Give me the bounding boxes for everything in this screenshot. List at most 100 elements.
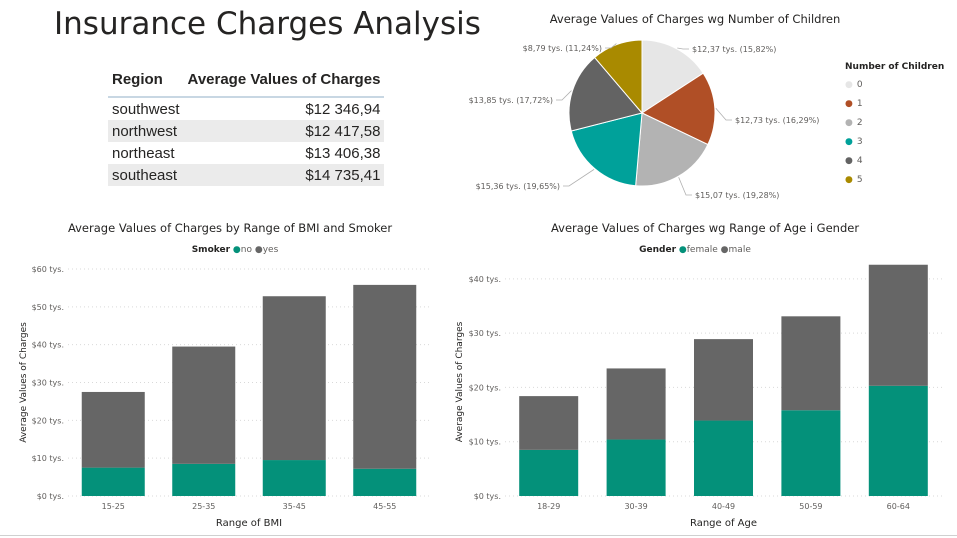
legend-item-no[interactable]: ●no [232, 245, 252, 255]
pie-leader-line [605, 43, 617, 49]
bar-male-30-39[interactable] [606, 368, 666, 440]
pie-legend-item-4[interactable]: ● 4 [845, 155, 955, 167]
x-tick-label: 35-45 [283, 502, 306, 511]
x-axis-title: Range of BMI [216, 518, 282, 529]
y-tick-label: $10 tys. [32, 454, 64, 463]
legend-item-yes[interactable]: ●yes [254, 245, 279, 255]
x-tick-label: 45-55 [373, 502, 396, 511]
x-tick-label: 50-59 [799, 502, 822, 511]
column-header-region[interactable]: Region [108, 66, 184, 98]
bar-female-18-29[interactable] [519, 449, 579, 496]
y-tick-label: $30 tys. [32, 379, 64, 388]
gender-legend-title: Gender [639, 245, 677, 255]
pie-data-label: $13,85 tys. (17,72%) [469, 96, 553, 105]
age-bar-chart[interactable]: $0 tys. $10 tys. $20 tys. $30 tys. $40 tys. 1… [445, 255, 950, 530]
bar-yes-15-25[interactable] [81, 391, 145, 468]
y-tick-label: $60 tys. [32, 265, 64, 274]
pie-leader-line [715, 107, 732, 121]
column-header-average-charges[interactable]: Average Values of Charges [183, 66, 385, 98]
x-tick-label: 18-29 [537, 502, 560, 511]
pie-leader-line [563, 169, 595, 187]
bar-yes-45-55[interactable] [353, 284, 417, 469]
table-row[interactable]: northeast $13 406,38 [108, 142, 384, 164]
bar-no-45-55[interactable] [353, 468, 417, 496]
charges-cell: $14 735,41 [183, 164, 385, 186]
y-axis-title: Average Values of Charges [455, 321, 465, 442]
pie-leader-line [678, 177, 692, 196]
bar-yes-35-45[interactable] [262, 296, 326, 461]
bmi-bar-chart[interactable]: $0 tys. $10 tys. $20 tys. $30 tys. $40 tys. $… [0, 255, 440, 530]
page-title: Insurance Charges Analysis [54, 6, 481, 42]
pie-legend: Number of Children ● 0 ● 1 ● 2 ● 3 ● 4 ● 5 [845, 62, 955, 186]
pie-chart-title: Average Values of Charges wg Number of C… [549, 12, 841, 26]
gender-legend: Gender ●female ●male [610, 245, 780, 255]
pie-legend-item-2[interactable]: ● 2 [845, 117, 955, 129]
region-cell: northwest [108, 120, 184, 142]
pie-data-label: $15,07 tys. (19,28%) [695, 191, 779, 200]
region-cell: southeast [108, 164, 184, 186]
pie-legend-item-3[interactable]: ● 3 [845, 136, 955, 148]
y-tick-label: $20 tys. [32, 416, 64, 425]
bar-female-40-49[interactable] [694, 420, 753, 496]
legend-marker: ● [845, 80, 853, 90]
bar-male-18-29[interactable] [519, 396, 579, 450]
pie-data-label: $8,79 tys. (11,24%) [523, 44, 602, 53]
y-tick-label: $0 tys. [474, 492, 501, 501]
bar-no-35-45[interactable] [262, 460, 326, 496]
pie-chart[interactable]: $12,37 tys. (15,82%) $12,73 tys. (16,29%)… [460, 30, 840, 210]
table-row[interactable]: southeast $14 735,41 [108, 164, 385, 186]
region-cell: southwest [112, 100, 180, 118]
table-row[interactable]: northwest $12 417,58 [108, 120, 385, 142]
region-cell: northeast [112, 144, 175, 162]
table-row[interactable]: southwest $12 346,94 [108, 97, 384, 120]
pie-slice-5[interactable] [593, 39, 643, 115]
x-tick-label: 30-39 [624, 502, 647, 511]
bar-female-60-64[interactable] [868, 385, 928, 496]
bar-yes-25-35[interactable] [172, 346, 236, 464]
bar-no-15-25[interactable] [81, 467, 145, 496]
legend-marker: ● [845, 156, 853, 166]
table-header-row: Region Average Values of Charges [108, 66, 385, 98]
bar-male-40-49[interactable] [694, 339, 753, 421]
x-tick-label: 60-64 [887, 502, 910, 511]
pie-slice-3[interactable] [570, 112, 643, 187]
legend-label: 1 [856, 99, 863, 109]
legend-label: 5 [856, 175, 863, 185]
pie-slice-1[interactable] [640, 72, 716, 146]
legend-marker: ● [845, 137, 853, 147]
pie-slice-2[interactable] [635, 112, 709, 187]
bar-female-50-59[interactable] [781, 410, 841, 496]
x-tick-label: 15-25 [102, 502, 125, 511]
y-tick-label: $10 tys. [469, 438, 501, 447]
pie-leader-line [556, 90, 572, 101]
age-chart-title: Average Values of Charges wg Range of Ag… [550, 221, 860, 235]
bar-no-25-35[interactable] [172, 463, 236, 496]
charges-cell: $13 406,38 [305, 144, 381, 162]
y-axis-title: Average Values of Charges [19, 322, 29, 443]
y-tick-label: $40 tys. [469, 275, 501, 284]
pie-legend-item-0[interactable]: ● 0 [845, 79, 955, 91]
bar-male-60-64[interactable] [868, 264, 928, 386]
pie-slice-4[interactable] [568, 56, 643, 132]
y-tick-label: $20 tys. [469, 383, 501, 392]
x-axis-title: Range of Age [690, 518, 757, 529]
pie-legend-item-5[interactable]: ● 5 [845, 174, 955, 186]
charges-cell: $12 346,94 [305, 100, 381, 118]
region-table: Region Average Values of Charges southwe… [108, 66, 385, 186]
y-tick-label: $30 tys. [469, 329, 501, 338]
legend-label: 2 [856, 118, 863, 128]
pie-data-label: $15,36 tys. (19,65%) [476, 182, 560, 191]
pie-leader-line [677, 47, 689, 50]
pie-slice-0[interactable] [641, 39, 704, 114]
pie-legend-item-1[interactable]: ● 1 [845, 98, 955, 110]
legend-item-male[interactable]: ●male [720, 245, 751, 255]
legend-item-female[interactable]: ●female [678, 245, 718, 255]
bmi-chart-title: Average Values of Charges by Range of BM… [67, 221, 393, 235]
bottom-divider [0, 535, 957, 536]
smoker-legend-title: Smoker [191, 245, 231, 255]
y-tick-label: $0 tys. [37, 492, 64, 501]
legend-marker: ● [845, 99, 853, 109]
bar-male-50-59[interactable] [781, 316, 841, 411]
x-tick-label: 40-49 [712, 502, 735, 511]
bar-female-30-39[interactable] [606, 439, 666, 496]
